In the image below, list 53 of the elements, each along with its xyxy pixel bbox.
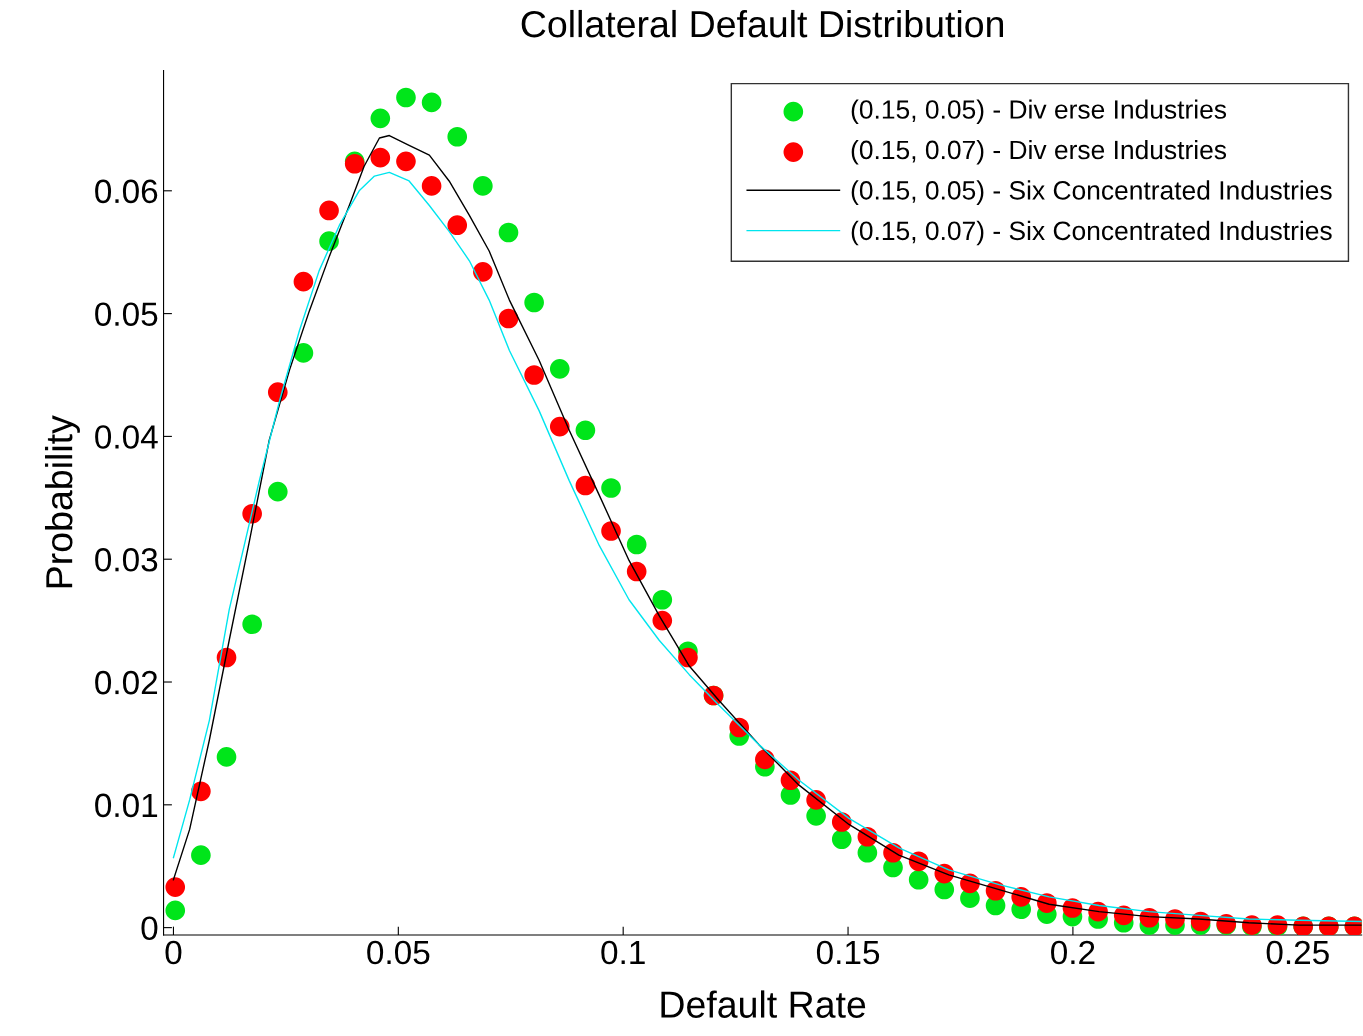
point <box>396 87 416 108</box>
y-axis-title: Probability <box>44 415 80 588</box>
chart-title: Collateral Default Distribution <box>521 9 1003 38</box>
y-tick-label: 0.03 <box>95 548 158 572</box>
legend-label: (0.15, 0.07) - Six Concentrated Industries <box>851 220 1332 246</box>
point <box>191 845 211 865</box>
y-tick-label: 0.01 <box>95 793 158 818</box>
x-tick-label: 0.1 <box>601 940 645 965</box>
legend-label: (0.15, 0.05) - Six Concentrated Industries <box>851 180 1332 205</box>
y-tick-label: 0 <box>141 916 158 941</box>
point <box>601 521 621 541</box>
point <box>216 747 237 767</box>
x-axis-title: Default Rate <box>661 990 866 1018</box>
point <box>319 200 339 221</box>
point <box>549 359 570 379</box>
point <box>549 416 570 437</box>
legend-label: (0.15, 0.05) - Div erse Industries <box>851 99 1227 125</box>
point <box>626 534 647 555</box>
point <box>447 215 468 235</box>
point <box>652 589 673 610</box>
point <box>396 151 416 172</box>
legend-label: (0.15, 0.07) - Div erse Industries <box>851 139 1227 165</box>
point <box>524 292 544 313</box>
x-tick-label: 0 <box>165 940 182 965</box>
point <box>370 147 391 168</box>
x-tick-label: 0.15 <box>816 940 880 965</box>
point <box>498 308 519 329</box>
point <box>165 877 186 897</box>
point <box>908 869 929 890</box>
point <box>165 900 186 921</box>
point <box>242 614 262 635</box>
point <box>473 262 493 282</box>
point <box>601 478 621 498</box>
point <box>575 475 596 496</box>
point <box>447 126 468 147</box>
y-tick-label: 0.02 <box>95 670 158 695</box>
y-tick-label: 0.06 <box>95 179 158 204</box>
point <box>370 108 391 129</box>
point <box>421 176 442 196</box>
point <box>473 176 493 196</box>
point <box>267 481 288 502</box>
point <box>498 222 519 243</box>
y-tick-label: 0.04 <box>95 425 158 449</box>
point <box>524 365 544 385</box>
x-tick-label: 0.05 <box>367 940 430 965</box>
point <box>575 420 596 441</box>
point <box>421 92 442 113</box>
y-tick-label: 0.05 <box>95 302 158 327</box>
x-tick-label: 0.25 <box>1266 940 1329 965</box>
point <box>293 271 314 292</box>
x-tick-label: 0.2 <box>1051 940 1095 965</box>
point <box>293 343 314 363</box>
point <box>831 829 852 850</box>
